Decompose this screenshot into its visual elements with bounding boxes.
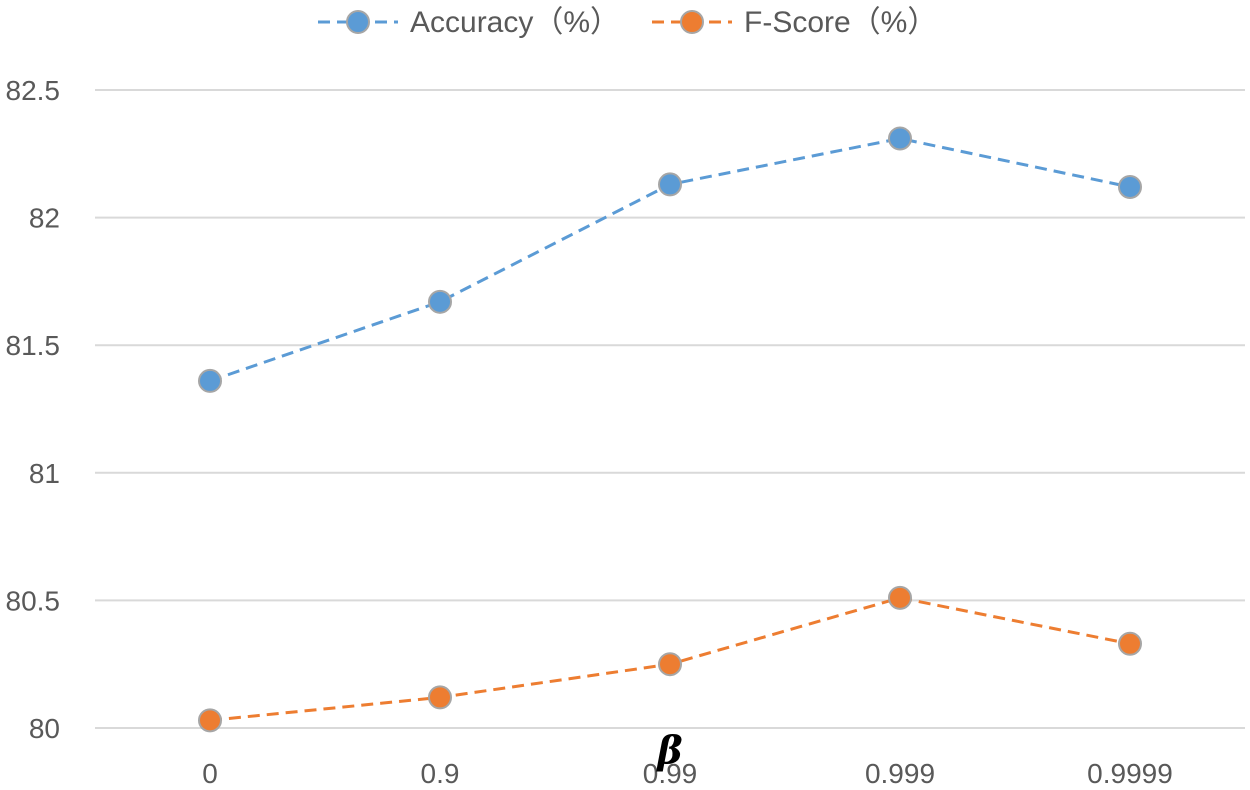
annotations: β (655, 728, 682, 773)
x-tick-label: 0.9999 (1087, 758, 1173, 789)
gridlines (95, 89, 1245, 729)
x-tick-label: 0 (202, 758, 218, 789)
data-point (428, 685, 452, 710)
legend-item-0: Accuracy（%） (318, 6, 620, 39)
y-tick-label: 82 (29, 203, 60, 234)
legend-label: Accuracy（%） (410, 6, 620, 39)
y-tick-label: 82.5 (6, 75, 61, 106)
x-tick-label: 0.9 (421, 758, 460, 789)
y-axis-tick-labels: 80 80.5 81 81.5 82 82.5 (6, 75, 61, 744)
data-point (428, 289, 452, 314)
annotation-label: β (655, 728, 682, 773)
x-tick-label: 0.999 (865, 758, 935, 789)
data-point (1118, 631, 1142, 656)
y-tick-label: 81.5 (6, 330, 61, 361)
y-tick-label: 81 (29, 458, 60, 489)
data-point (888, 585, 912, 610)
series-0 (198, 126, 1142, 393)
legend-item-1: F-Score（%） (652, 6, 937, 39)
series-1 (198, 585, 1142, 733)
y-tick-label: 80 (29, 713, 60, 744)
legend: Accuracy（%） F-Score（%） (318, 6, 937, 39)
data-point (888, 126, 912, 151)
data-point (198, 708, 222, 733)
legend-label: F-Score（%） (744, 6, 937, 39)
data-point (658, 172, 682, 197)
data-point (198, 368, 222, 393)
x-tick-label: 0.99 (643, 758, 698, 789)
y-tick-label: 80.5 (6, 585, 61, 616)
legend-marker (680, 10, 704, 34)
legend-marker (346, 10, 370, 34)
series-layer (198, 126, 1142, 733)
data-point (1118, 174, 1142, 199)
data-point (658, 652, 682, 677)
x-axis-tick-labels: 0 0.9 0.99 0.999 0.9999 (202, 758, 1173, 789)
